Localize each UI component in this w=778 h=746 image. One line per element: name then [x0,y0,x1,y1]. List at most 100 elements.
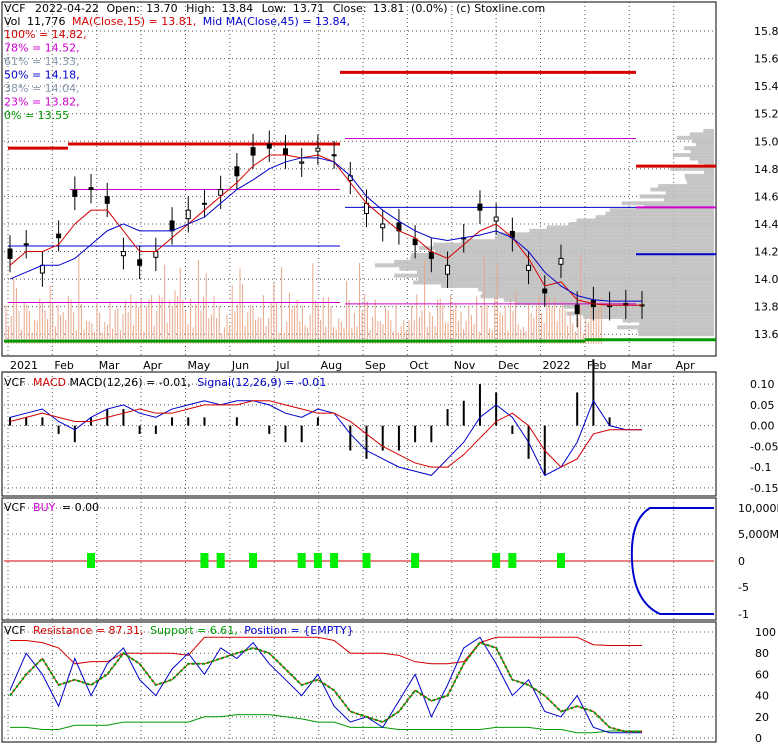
price-tick-label: 15.8 [754,25,778,38]
candle-body [73,190,77,196]
volume-profile-bar [529,229,714,233]
candle-body [429,252,433,258]
candle-body [527,265,531,270]
volume-profile-bar [698,160,714,164]
volume-profile-bar [417,270,714,274]
volume-profile-bar [691,150,714,154]
macd-params: MACD(12,26) = -0.01, [70,376,191,389]
candle-body [24,244,28,245]
x-tick-label: Mar [631,359,652,372]
x-tick-label: 2021 [10,359,38,372]
volume-profile-bar [394,260,714,264]
buy-symbol: VCF [4,501,26,514]
volume-profile-bar [640,194,714,198]
candle-body [300,162,304,163]
res-tick-label: 0 [755,732,762,745]
volume-profile-bar [690,132,714,136]
price-tick-label: 14.8 [754,163,778,176]
high-value: 13.84 [222,2,254,15]
volume-profile-bar [638,332,714,336]
candle-body [202,203,206,204]
volume-profile-bar [566,312,714,316]
fib-level-label: 23% = 13.82, [4,96,80,109]
volume-profile-bar [696,143,714,147]
fib-level-label: 0% = 13.55 [4,109,69,122]
volume-profile-bar [693,139,714,143]
macd-symbol: VCF [4,376,26,389]
x-tick-label: Dec [498,359,519,372]
volume-profile-bar [686,177,714,181]
x-tick-label: Jul [275,359,289,372]
buy-signal-marker [314,553,322,568]
volume-profile-bar [583,315,714,319]
buy-signal-marker [508,553,516,568]
volume-profile-bar [704,170,714,174]
volume-profile-bar [639,322,714,326]
x-tick-label: Apr [676,359,696,372]
candle-body [8,249,12,258]
buy-name: BUY [33,501,56,514]
buy-tick-label: 0 [738,555,745,568]
candle-body [219,190,223,196]
volume-profile-bar [596,215,714,219]
x-tick-label: Apr [143,359,163,372]
x-tick-label: Oct [409,359,429,372]
buy-tick-label: -5 [738,581,749,594]
high-label: High: [186,2,215,15]
volume-profile-bar [461,239,714,243]
x-tick-label: Feb [54,359,73,372]
volume-profile-bar [623,318,714,322]
x-tick-label: Sep [365,359,386,372]
candle-body [267,144,271,148]
volume-profile-bar [433,243,714,247]
price-tick-label: 13.6 [754,328,778,341]
source-credit: (c) Stoxline.com [456,2,545,15]
buy-signal-marker [557,553,565,568]
price-tick-label: 14.2 [754,246,778,259]
buy-signal-marker [200,553,208,568]
volume-profile-bar [664,198,714,202]
volume-profile-bar [418,277,714,281]
macd-tick-label: 0.10 [750,378,775,391]
buy-signal-marker [249,553,257,568]
candle-body [446,265,450,274]
buy-tick-label: 5,000M [738,528,778,541]
candle-body [40,265,44,273]
macd-tick-label: -0.1 [750,461,771,474]
price-tick-label: 14.4 [754,218,778,231]
candle-body [478,204,482,210]
fib-level-label: 78% = 14.52, [4,42,80,55]
buy-tick-label: 10,000M [738,502,778,515]
candle-body [121,252,125,256]
volume-profile-bar [497,232,714,236]
macd-tick-label: -0.15 [750,482,778,495]
volume-profile-bar [685,174,714,178]
res-symbol: VCF [4,624,26,637]
buy-panel-frame [2,498,716,620]
fib-level-labels: 100% = 14.82,78% = 14.52,61% = 14.33,50%… [4,28,87,122]
candle-body [381,224,385,228]
x-tick-label: Jun [231,359,249,372]
candle-body [138,260,142,266]
header-date: 2022-04-22 [35,2,99,15]
low-value: 13.71 [293,2,325,15]
x-tick-label: Nov [454,359,476,372]
macd-tick-label: 0.00 [750,420,775,433]
res-tick-label: 20 [755,711,769,724]
x-tick-label: May [188,359,211,372]
macd-name: MACD [33,376,66,389]
open-label: Open: [106,2,139,15]
buy-signal-marker [363,553,371,568]
open-value: 13.70 [146,2,178,15]
volume-profile-bar [375,263,714,267]
price-tick-label: 15.6 [754,53,778,66]
volume-profile-bar [638,329,714,333]
pos-value-label: Position = {EMPTY} [244,624,354,637]
macd-signal-label: Signal(12,26,9) = -0.01 [197,376,326,389]
fib-level-label: 50% = 14.18, [4,69,80,82]
res-value-label: Resistance = 87.31, [33,624,143,637]
volume-profile-bar [413,281,714,285]
candle-body [186,210,190,218]
buy-signal-marker [492,553,500,568]
volume-profile-bar [622,201,714,205]
